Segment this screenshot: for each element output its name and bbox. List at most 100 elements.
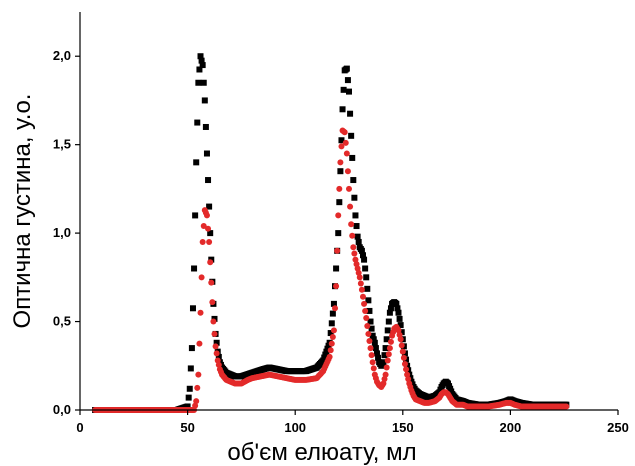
data-point	[386, 309, 393, 316]
data-point	[338, 137, 345, 144]
data-point	[191, 265, 198, 272]
data-point	[358, 286, 365, 293]
data-point	[194, 384, 201, 391]
series-2	[92, 127, 570, 413]
data-point	[348, 132, 355, 139]
data-point	[213, 350, 220, 357]
data-point	[384, 357, 391, 364]
data-point	[369, 332, 376, 339]
data-point	[342, 139, 349, 146]
data-point	[209, 299, 216, 306]
data-point	[395, 309, 402, 316]
x-tick-label: 50	[180, 420, 194, 435]
data-point	[361, 256, 368, 263]
data-point	[200, 223, 207, 230]
data-point	[384, 327, 391, 334]
y-tick-label: 0,0	[53, 402, 71, 417]
data-point	[359, 252, 366, 259]
data-point	[346, 185, 352, 192]
data-point	[186, 385, 193, 392]
data-point	[201, 97, 208, 104]
data-point	[211, 330, 218, 337]
data-point	[207, 230, 214, 237]
x-tick-label: 100	[284, 420, 306, 435]
data-point	[197, 309, 204, 316]
data-point	[367, 345, 374, 352]
data-point	[394, 305, 401, 312]
data-point	[213, 339, 220, 346]
data-point	[350, 177, 357, 184]
x-tick-label: 200	[500, 420, 522, 435]
data-point	[385, 351, 392, 358]
data-point	[354, 233, 361, 240]
data-point	[380, 359, 387, 366]
data-point	[347, 203, 354, 210]
data-point	[205, 177, 212, 184]
ticks: 0 50 100 150 200 250 0,0 0,5 1,0 1,5 2,0	[53, 48, 629, 435]
data-point	[192, 212, 199, 219]
data-point	[371, 339, 378, 346]
data-point	[336, 199, 343, 206]
data-point	[399, 348, 406, 355]
data-point	[396, 315, 403, 322]
data-point	[330, 300, 337, 307]
data-point	[381, 352, 388, 359]
data-point	[206, 203, 213, 210]
data-point	[199, 62, 206, 69]
data-point	[194, 119, 201, 126]
data-point	[329, 334, 336, 341]
data-point	[353, 223, 360, 230]
data-point	[188, 345, 195, 352]
data-point	[563, 403, 570, 410]
x-tick-label: 0	[76, 420, 83, 435]
data-point	[195, 79, 202, 86]
data-point	[365, 297, 372, 304]
data-point	[369, 359, 376, 366]
data-point	[361, 300, 368, 307]
data-point	[187, 365, 194, 372]
data-point	[357, 280, 364, 287]
data-point	[189, 305, 196, 312]
data-point	[185, 394, 192, 401]
data-point	[366, 338, 373, 345]
data-point	[349, 154, 356, 161]
data-point	[337, 159, 344, 166]
data-point	[397, 336, 404, 343]
data-point	[336, 185, 343, 192]
data-point	[398, 342, 405, 349]
data-point	[346, 88, 352, 95]
data-point	[212, 343, 219, 350]
data-point	[208, 279, 215, 286]
data-point	[198, 57, 205, 64]
data-point	[375, 354, 382, 361]
data-point	[335, 212, 342, 219]
data-point	[343, 150, 350, 157]
data-point	[330, 327, 337, 334]
data-point	[333, 265, 340, 272]
data-point	[349, 232, 356, 239]
data-point	[203, 212, 210, 219]
data-point	[401, 361, 408, 368]
data-point	[196, 340, 203, 347]
data-point	[339, 106, 346, 113]
data-point	[197, 53, 204, 60]
y-tick-label: 1,0	[53, 225, 71, 240]
data-point	[362, 265, 369, 272]
x-tick-label: 150	[392, 420, 414, 435]
data-point	[200, 79, 207, 86]
data-point	[205, 225, 212, 232]
data-point	[398, 329, 405, 336]
data-point	[387, 305, 394, 312]
data-point	[385, 318, 392, 325]
data-point	[364, 285, 371, 292]
x-axis-title: об'єм елюату, мл	[227, 439, 416, 466]
data-point	[368, 325, 375, 332]
data-point	[196, 66, 203, 73]
data-point	[367, 318, 374, 325]
data-point	[351, 194, 358, 201]
data-point	[352, 212, 359, 219]
data-point	[387, 338, 394, 345]
data-point	[382, 345, 389, 352]
data-point	[351, 250, 358, 257]
